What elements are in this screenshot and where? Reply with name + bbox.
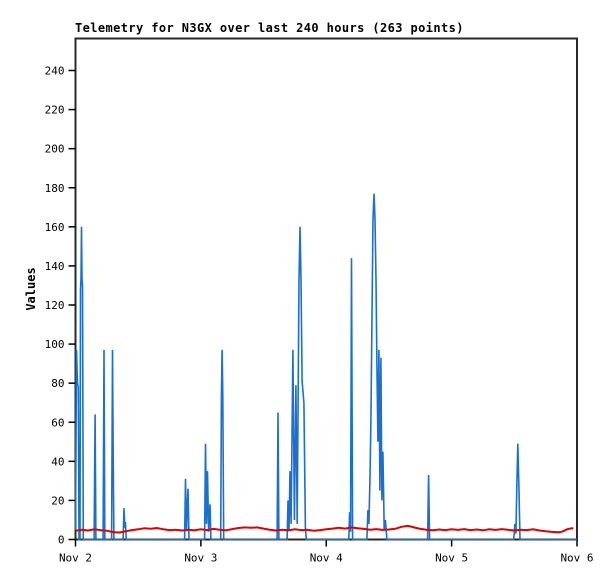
y-tick-label: 80 (51, 377, 64, 390)
x-tick-label: Nov 6 (560, 552, 593, 565)
plot-border (74, 37, 578, 541)
y-tick-label: 40 (51, 455, 64, 468)
x-tick-label: Nov 4 (310, 552, 343, 565)
y-tick-label: 20 (51, 494, 64, 507)
y-tick-label: 160 (45, 221, 65, 234)
y-tick-label: 0 (58, 534, 65, 547)
y-tick-label: 240 (45, 65, 65, 78)
y-tick-label: 120 (45, 299, 65, 312)
chart-title: Telemetry for N3GX over last 240 hours (… (75, 21, 464, 35)
series-baseline-line (75, 524, 574, 534)
x-tick-label: Nov 3 (184, 552, 217, 565)
y-tick-label: 220 (45, 104, 65, 117)
series-telemetry_values-line (74, 193, 577, 541)
y-tick-label: 60 (51, 416, 64, 429)
x-tick-label: Nov 5 (435, 552, 468, 565)
y-tick-label: 100 (45, 338, 65, 351)
y-tick-label: 180 (45, 182, 65, 195)
x-tick-label: Nov 2 (59, 552, 92, 565)
y-tick-label: 200 (45, 143, 65, 156)
y-tick-label: 140 (45, 260, 65, 273)
y-axis-label: Values (24, 267, 38, 311)
